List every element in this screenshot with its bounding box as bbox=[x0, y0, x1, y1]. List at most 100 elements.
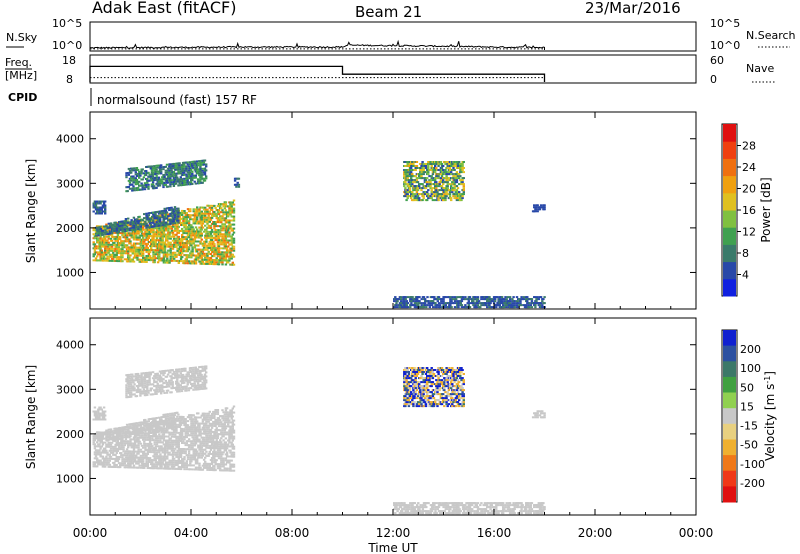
range-gate-cell bbox=[191, 183, 194, 185]
range-gate-cell bbox=[193, 438, 197, 441]
range-gate-cell bbox=[148, 441, 152, 443]
range-gate-cell bbox=[121, 244, 124, 247]
range-gate-cell bbox=[119, 466, 122, 469]
range-gate-cell bbox=[153, 463, 156, 466]
range-gate-cell bbox=[116, 260, 120, 263]
range-gate-cell bbox=[132, 452, 136, 455]
range-gate-cell bbox=[176, 253, 179, 256]
range-gate-cell bbox=[164, 229, 168, 232]
range-gate-cell bbox=[137, 238, 140, 241]
range-gate-cell bbox=[155, 168, 158, 171]
range-gate-cell bbox=[225, 247, 229, 250]
range-gate-cell bbox=[210, 239, 214, 241]
range-gate-cell bbox=[191, 420, 194, 423]
range-gate-cell bbox=[177, 431, 180, 434]
range-gate-cell bbox=[477, 300, 481, 303]
range-gate-cell bbox=[222, 255, 225, 258]
colorbar-tick-label: 20 bbox=[742, 183, 756, 196]
range-gate-cell bbox=[414, 195, 417, 198]
range-gate-cell bbox=[187, 452, 191, 455]
range-gate-cell bbox=[217, 261, 221, 264]
range-gate-cell bbox=[221, 209, 224, 212]
range-gate-cell bbox=[426, 304, 429, 307]
range-gate-cell bbox=[506, 296, 509, 299]
range-gate-cell bbox=[187, 254, 191, 257]
range-gate-cell bbox=[436, 300, 439, 303]
range-gate-cell bbox=[127, 260, 130, 263]
range-gate-cell bbox=[189, 462, 192, 465]
range-gate-cell bbox=[232, 263, 236, 266]
range-gate-cell bbox=[460, 298, 464, 301]
range-gate-cell bbox=[490, 306, 493, 309]
range-gate-cell bbox=[177, 211, 180, 214]
range-gate-cell bbox=[193, 456, 197, 459]
range-gate-cell bbox=[454, 191, 457, 194]
range-gate-cell bbox=[104, 229, 107, 232]
range-gate-cell bbox=[422, 197, 425, 200]
range-gate-cell bbox=[199, 164, 202, 166]
range-gate-cell bbox=[132, 185, 135, 188]
range-gate-cell bbox=[419, 163, 422, 165]
range-gate-cell bbox=[126, 190, 129, 193]
range-gate-cell bbox=[444, 181, 447, 184]
range-gate-cell bbox=[133, 252, 137, 255]
range-gate-cell bbox=[99, 210, 102, 213]
range-gate-cell bbox=[455, 185, 459, 188]
range-gate-cell bbox=[114, 248, 117, 250]
range-gate-cell bbox=[140, 170, 143, 173]
range-gate-cell bbox=[177, 466, 180, 468]
range-gate-cell bbox=[132, 179, 135, 182]
range-gate-cell bbox=[206, 256, 209, 259]
range-gate-cell bbox=[199, 178, 202, 181]
range-gate-cell bbox=[450, 306, 453, 309]
range-gate-cell bbox=[127, 446, 130, 449]
range-gate-cell bbox=[193, 238, 197, 241]
range-gate-cell bbox=[221, 263, 224, 266]
range-gate-cell bbox=[108, 441, 111, 444]
range-gate-cell bbox=[156, 243, 160, 246]
range-gate-cell bbox=[127, 250, 130, 253]
range-gate-cell bbox=[175, 431, 178, 434]
range-gate-cell bbox=[416, 189, 420, 192]
range-gate-cell bbox=[199, 242, 202, 245]
range-gate-cell bbox=[163, 182, 166, 184]
range-gate-cell bbox=[231, 201, 234, 204]
range-gate-cell bbox=[131, 169, 134, 172]
range-gate-cell bbox=[461, 189, 464, 192]
range-gate-cell bbox=[460, 199, 463, 202]
range-gate-cell bbox=[438, 189, 441, 192]
range-gate-cell bbox=[154, 445, 157, 448]
range-gate-cell bbox=[165, 163, 169, 166]
range-gate-cell bbox=[109, 224, 113, 227]
range-gate-cell bbox=[461, 181, 464, 184]
range-gate-cell bbox=[96, 230, 99, 233]
range-gate-cell bbox=[117, 446, 121, 448]
range-gate-cell bbox=[410, 185, 413, 188]
range-gate-cell bbox=[181, 418, 184, 420]
range-gate-cell bbox=[137, 452, 140, 455]
range-gate-cell bbox=[179, 254, 183, 256]
range-gate-cell bbox=[132, 242, 136, 245]
range-gate-cell bbox=[162, 443, 166, 446]
range-gate-cell bbox=[182, 460, 185, 463]
range-gate-cell bbox=[183, 244, 186, 247]
range-gate-cell bbox=[458, 300, 461, 303]
range-gate-cell bbox=[115, 231, 118, 234]
range-gate-cell bbox=[207, 212, 210, 215]
range-gate-cell bbox=[128, 460, 131, 463]
range-gate-cell bbox=[407, 165, 411, 167]
range-gate-cell bbox=[190, 169, 193, 171]
range-gate-cell bbox=[147, 183, 150, 186]
range-gate-cell bbox=[147, 214, 150, 217]
range-gate-cell bbox=[194, 416, 198, 419]
range-gate-cell bbox=[124, 466, 128, 469]
range-gate-cell bbox=[133, 460, 137, 463]
range-gate-cell bbox=[496, 296, 499, 299]
range-gate-cell bbox=[176, 247, 179, 250]
range-gate-cell bbox=[138, 219, 141, 222]
range-gate-cell bbox=[148, 173, 151, 176]
range-gate-cell bbox=[194, 236, 198, 239]
range-gate-cell bbox=[178, 180, 181, 183]
range-gate-cell bbox=[192, 464, 195, 467]
range-gate-cell bbox=[209, 240, 213, 243]
